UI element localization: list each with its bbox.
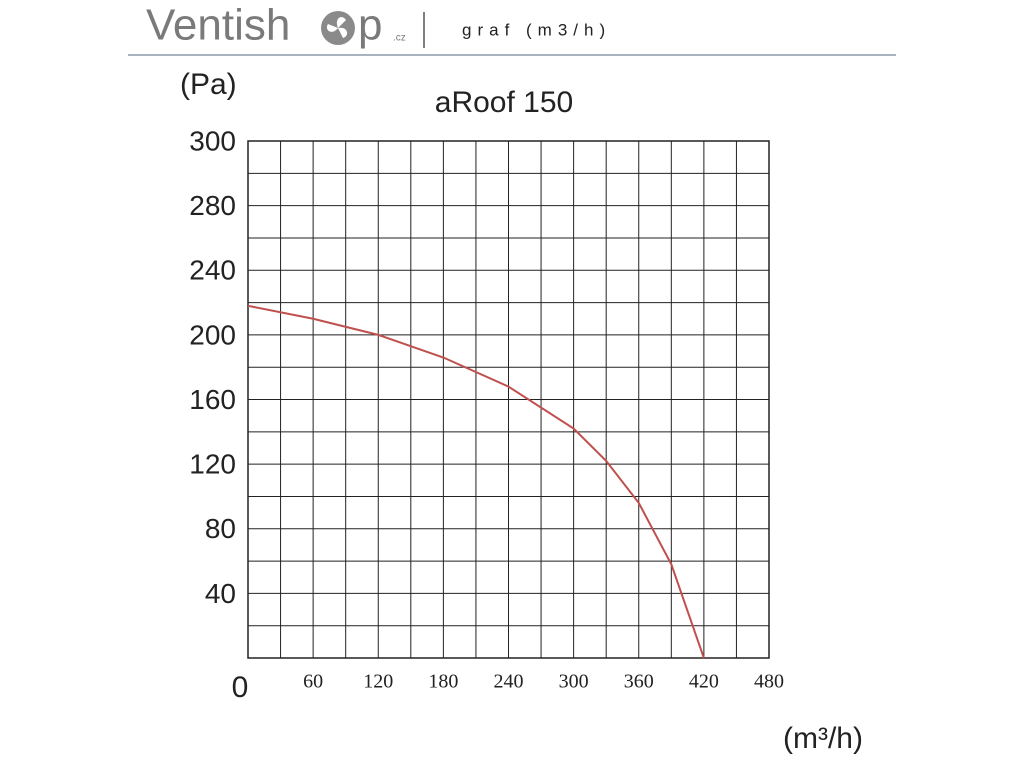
- fan-blades: [326, 17, 348, 39]
- y-tick-label: 40: [205, 578, 236, 609]
- x-axis-label: (m³/h): [783, 722, 863, 755]
- x-tick-label: 0: [232, 671, 249, 704]
- x-tick-label: 300: [559, 671, 589, 693]
- x-tick-label: 60: [303, 671, 323, 693]
- header: Ventish p .cz graf (m3/h): [128, 1, 896, 56]
- curve: [247, 304, 705, 659]
- y-tick-label: 200: [189, 319, 236, 350]
- brand-end: p: [358, 1, 382, 50]
- x-tick-label: 240: [494, 671, 524, 693]
- y-tick-label: 120: [189, 449, 236, 480]
- brand: Ventish: [146, 1, 290, 50]
- x-tick-label: 120: [363, 671, 393, 693]
- y-axis-label: (Pa): [180, 68, 237, 101]
- fan-logo: [321, 11, 355, 45]
- x-tick-label: 420: [689, 671, 719, 693]
- chart-title: aRoof 150: [435, 86, 573, 119]
- y-tick-label: 80: [205, 513, 236, 544]
- x-tick-label: 180: [428, 671, 458, 693]
- y-tick-label: 240: [189, 255, 236, 286]
- y-tick-label: 300: [189, 125, 236, 156]
- y-tick-label: 280: [189, 190, 236, 221]
- x-tick-label: 360: [624, 671, 654, 693]
- x-tick-label: 480: [754, 671, 784, 693]
- header-subtitle: graf (m3/h): [462, 20, 611, 39]
- plot-frame: [247, 140, 770, 659]
- y-tick-label: 160: [189, 384, 236, 415]
- brand-suffix: .cz: [393, 33, 406, 44]
